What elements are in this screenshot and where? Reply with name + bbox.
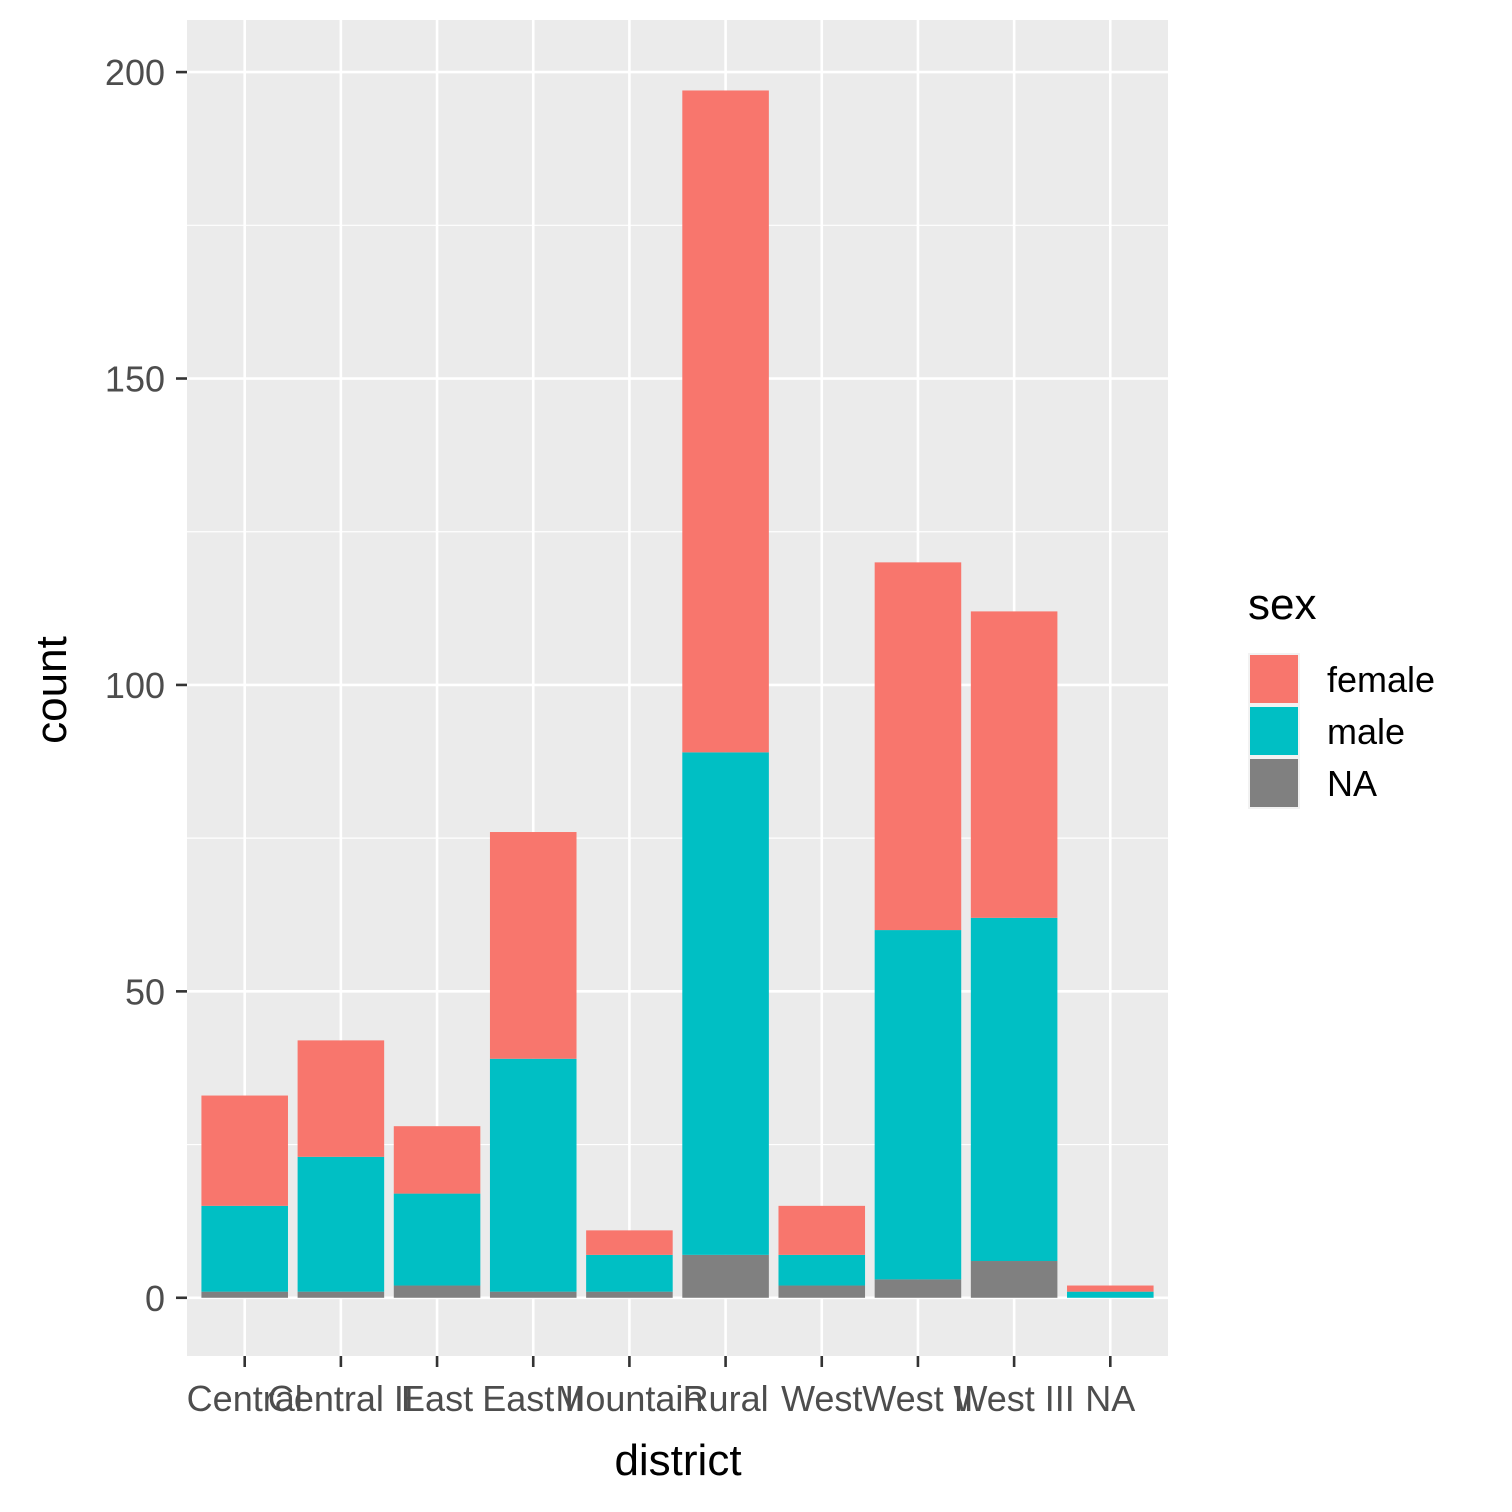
bar-segment bbox=[970, 1261, 1058, 1298]
bar-segment bbox=[201, 1291, 288, 1298]
bar-segment bbox=[393, 1193, 481, 1286]
bar-segment bbox=[778, 1285, 866, 1298]
bar-segment bbox=[682, 752, 769, 1255]
bar-segment bbox=[586, 1230, 673, 1255]
y-tick-label: 0 bbox=[145, 1278, 165, 1319]
x-tick-label: Mountain bbox=[555, 1378, 703, 1419]
bar-segment bbox=[489, 832, 577, 1059]
bar-segment bbox=[778, 1254, 866, 1286]
bar-segment bbox=[201, 1205, 288, 1292]
bar-segment bbox=[393, 1285, 481, 1298]
x-tick-label: West bbox=[781, 1378, 862, 1419]
legend-label: male bbox=[1327, 711, 1405, 752]
bar-segment bbox=[586, 1291, 673, 1298]
y-tick-label: 100 bbox=[105, 665, 165, 706]
bars bbox=[201, 90, 1154, 1298]
bar-segment bbox=[586, 1254, 673, 1292]
legend-key bbox=[1250, 759, 1298, 807]
x-tick-label: Central bbox=[187, 1378, 303, 1419]
y-tick-label: 50 bbox=[125, 971, 165, 1012]
bar-segment bbox=[778, 1205, 866, 1255]
y-axis: 0 50 100 150 200 bbox=[105, 52, 187, 1319]
bar-segment bbox=[970, 611, 1058, 918]
bar-segment bbox=[297, 1040, 385, 1157]
bar-segment bbox=[393, 1126, 481, 1194]
bar-segment bbox=[1067, 1291, 1154, 1298]
bar-segment bbox=[874, 562, 962, 931]
legend-key bbox=[1250, 707, 1298, 755]
legend-label: female bbox=[1327, 659, 1435, 700]
x-tick-label: West II bbox=[862, 1378, 973, 1419]
y-axis-title: count bbox=[27, 636, 76, 744]
x-tick-label: Rural bbox=[683, 1378, 769, 1419]
legend-key bbox=[1250, 655, 1298, 703]
legend-label: NA bbox=[1327, 763, 1377, 804]
x-tick-label: East II bbox=[482, 1378, 584, 1419]
bar-segment bbox=[874, 930, 962, 1280]
bar-segment bbox=[682, 1254, 769, 1298]
bar-segment bbox=[489, 1291, 577, 1298]
x-axis-title: district bbox=[614, 1436, 741, 1485]
x-tick-label: West III bbox=[953, 1378, 1074, 1419]
bar-segment bbox=[682, 90, 769, 753]
bar-segment bbox=[970, 917, 1058, 1262]
bar-segment bbox=[874, 1279, 962, 1298]
legend: sex female male NA bbox=[1248, 580, 1435, 809]
y-tick-label: 150 bbox=[105, 359, 165, 400]
y-tick-label: 200 bbox=[105, 52, 165, 93]
bar-segment bbox=[1067, 1285, 1154, 1292]
bar-segment bbox=[489, 1058, 577, 1292]
x-tick-label: East bbox=[401, 1378, 473, 1419]
bar-segment bbox=[297, 1156, 385, 1292]
bar-segment bbox=[201, 1095, 288, 1206]
x-tick-label: Central II bbox=[268, 1378, 414, 1419]
bar-segment bbox=[297, 1291, 385, 1298]
x-tick-label: NA bbox=[1085, 1378, 1135, 1419]
legend-title: sex bbox=[1248, 580, 1316, 629]
